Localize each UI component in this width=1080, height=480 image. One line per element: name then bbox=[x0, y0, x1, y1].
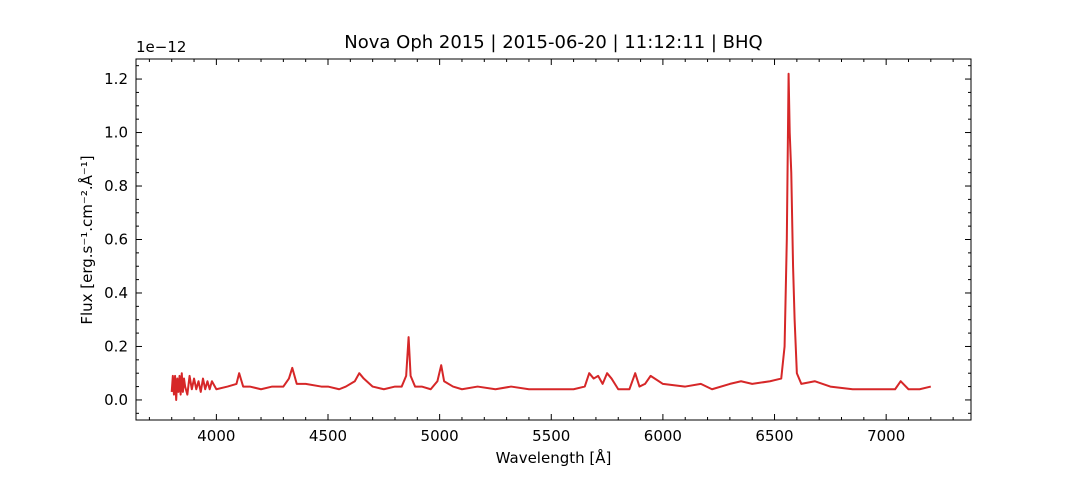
spectrum-line bbox=[170, 72, 932, 401]
x-tick-label: 4000 bbox=[197, 427, 235, 445]
x-tick-label: 5500 bbox=[532, 427, 570, 445]
y-tick-label: 0.4 bbox=[104, 284, 128, 302]
y-tick-label: 0.0 bbox=[104, 391, 128, 409]
y-tick-label: 0.2 bbox=[104, 337, 128, 355]
y-tick-label: 1.2 bbox=[104, 70, 128, 88]
y-axis-label: Flux [erg.s⁻¹.cm⁻².Å⁻¹] bbox=[77, 155, 96, 324]
x-tick-label: 5000 bbox=[421, 427, 459, 445]
y-tick-label: 0.8 bbox=[104, 177, 128, 195]
x-tick-label: 6000 bbox=[644, 427, 682, 445]
chart-title: Nova Oph 2015 | 2015-06-20 | 11:12:11 | … bbox=[344, 32, 762, 53]
y-tick-label: 0.6 bbox=[104, 231, 128, 249]
y-offset-label: 1e−12 bbox=[136, 38, 186, 56]
y-tick-label: 1.0 bbox=[104, 124, 128, 142]
plot-frame bbox=[135, 58, 972, 421]
x-tick-label: 7000 bbox=[867, 427, 905, 445]
x-tick-label: 4500 bbox=[309, 427, 347, 445]
axis-ticks: 4000 4500 5000 5500 6000 6500 7000 0.0 0.2 0.4 0.6… bbox=[104, 59, 971, 445]
x-axis-label: Wavelength [Å] bbox=[496, 448, 612, 467]
x-tick-label: 6500 bbox=[755, 427, 793, 445]
